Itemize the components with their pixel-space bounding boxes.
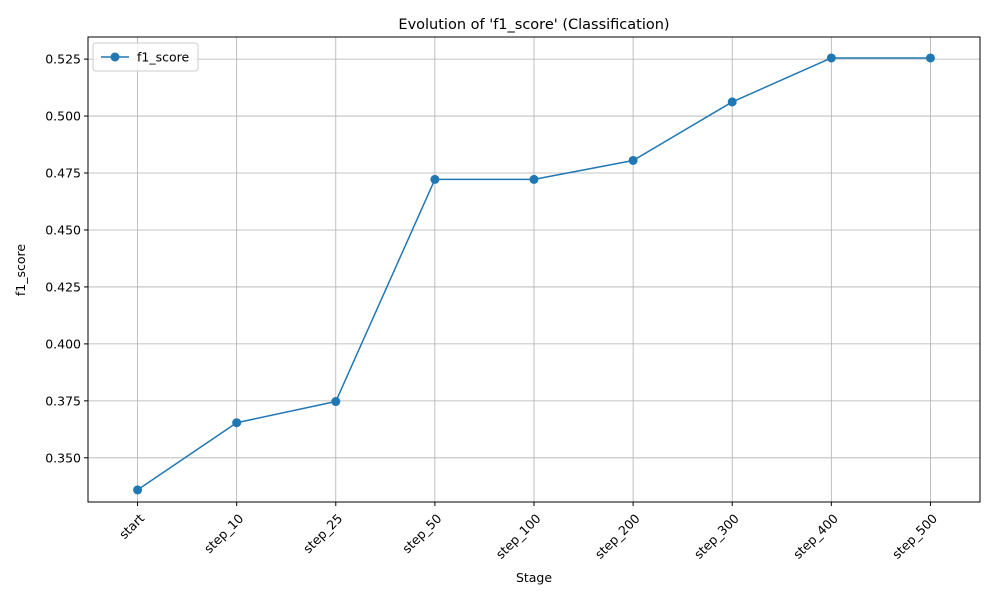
data-point <box>628 155 638 165</box>
legend: f1_score <box>92 42 199 72</box>
y-tick-label: 0.425 <box>45 279 81 294</box>
y-tick-label: 0.475 <box>45 166 81 181</box>
data-point <box>133 485 143 495</box>
data-point <box>925 53 935 63</box>
data-point <box>826 53 836 63</box>
y-tick-label: 0.350 <box>45 450 81 465</box>
data-point <box>430 174 440 184</box>
data-point <box>529 174 539 184</box>
y-tick-label: 0.400 <box>45 336 81 351</box>
y-axis: 0.350 0.375 0.400 0.425 0.450 0.475 0.500 0.525 <box>45 52 88 465</box>
series-layer <box>133 53 935 495</box>
y-tick-label: 0.375 <box>45 393 81 408</box>
legend-box <box>92 42 199 72</box>
data-point <box>727 97 737 107</box>
x-axis-label: Stage <box>516 570 552 585</box>
data-point <box>331 397 341 407</box>
legend-label: f1_score <box>137 50 190 65</box>
y-tick-label: 0.525 <box>45 52 81 67</box>
chart-title: Evolution of 'f1_score' (Classification) <box>398 17 669 33</box>
y-tick-label: 0.450 <box>45 222 81 237</box>
y-axis-label: f1_score <box>13 244 28 297</box>
data-point <box>232 418 242 428</box>
grid-layer <box>88 37 980 502</box>
legend-marker-swatch <box>110 52 120 62</box>
y-tick-label: 0.500 <box>45 109 81 124</box>
